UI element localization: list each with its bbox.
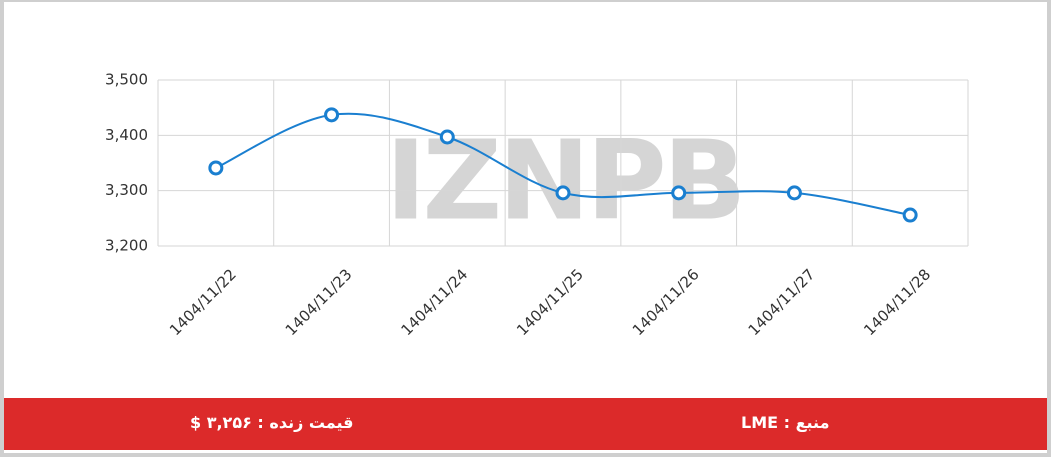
x-tick-label: 1404/11/25 xyxy=(513,265,587,339)
point xyxy=(439,129,455,145)
y-tick-label: 3,200 xyxy=(105,237,148,255)
y-tick-label: 3,500 xyxy=(105,71,148,89)
x-tick-label: 1404/11/26 xyxy=(629,265,703,339)
x-tick-label: 1404/11/24 xyxy=(397,265,471,339)
source: منبع : LME xyxy=(741,413,830,432)
x-tick-label: 1404/11/23 xyxy=(282,265,356,339)
point xyxy=(208,160,224,176)
x-tick-label: 1404/11/27 xyxy=(745,265,819,339)
x-tick-label: 1404/11/28 xyxy=(860,265,934,339)
point xyxy=(671,185,687,201)
live-price: قیمت زنده : ۳,۲۵۶ $ xyxy=(190,413,354,432)
point xyxy=(324,107,340,123)
y-tick-label: 3,300 xyxy=(105,181,148,199)
x-tick-label: 1404/11/22 xyxy=(166,265,240,339)
footer-bar: قیمت زنده : ۳,۲۵۶ $ منبع : LME xyxy=(4,398,1047,450)
point xyxy=(786,185,802,201)
point xyxy=(902,207,918,223)
y-tick-label: 3,400 xyxy=(105,126,148,144)
point xyxy=(555,185,571,201)
